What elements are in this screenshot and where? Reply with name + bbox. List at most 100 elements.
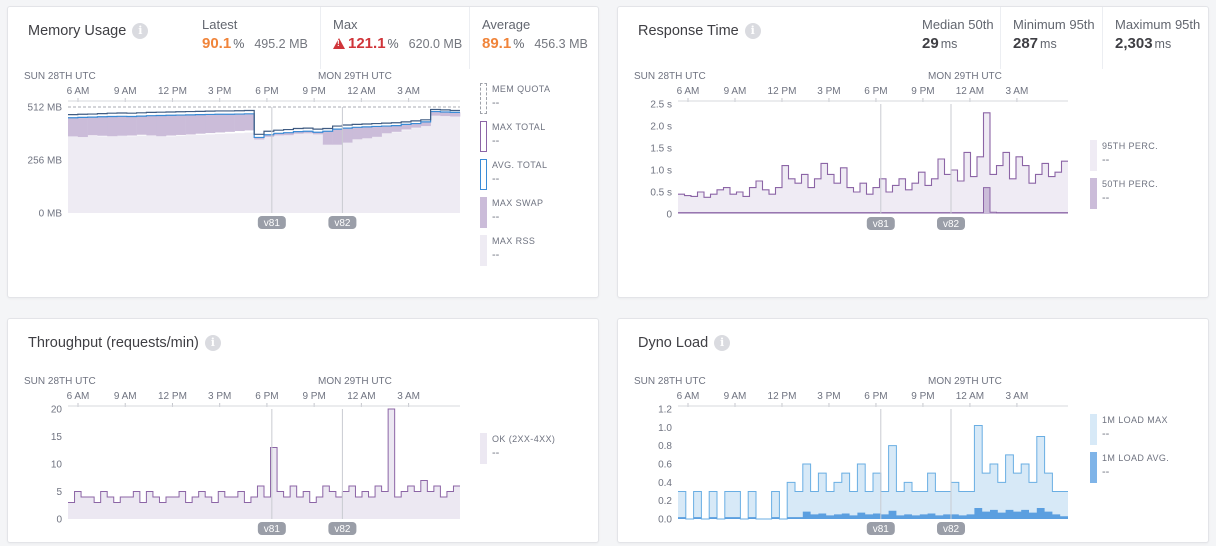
- legend-item[interactable]: MAX SWAP --: [480, 197, 550, 235]
- memory-usage-title: Memory Usage i: [28, 23, 149, 39]
- legend-item[interactable]: OK (2XX-4XX) --: [480, 433, 555, 471]
- average-value: 89.1: [482, 35, 512, 52]
- average-absolute: 456.3 MB: [534, 37, 588, 51]
- x-tick-label: 6 PM: [864, 86, 887, 97]
- swap-segment: [87, 117, 98, 136]
- legend-swatch: [1090, 452, 1097, 483]
- x-tick-label: 9 PM: [911, 86, 934, 97]
- y-tick-label: 0.8: [658, 441, 672, 452]
- y-tick-label: 5: [56, 487, 62, 498]
- x-tick-label: 3 PM: [817, 391, 840, 402]
- swap-segment: [77, 117, 88, 138]
- legend-name: MAX RSS: [492, 236, 536, 246]
- response-max95-stat: Maximum 95th 2,303 ms: [1102, 7, 1210, 69]
- swap-segment: [156, 115, 167, 137]
- day-label: SUN 28TH UTC: [634, 71, 706, 82]
- min95-unit: ms: [1040, 37, 1057, 51]
- swap-segment: [107, 116, 118, 137]
- swap-segment: [332, 129, 343, 145]
- day-label: MON 29TH UTC: [928, 71, 1002, 82]
- swap-segment: [342, 128, 353, 143]
- max95-unit: ms: [1154, 37, 1172, 51]
- release-badge: [328, 216, 357, 229]
- x-tick-label: 9 PM: [302, 86, 325, 97]
- warning-icon: [333, 38, 345, 49]
- info-icon[interactable]: i: [132, 23, 149, 39]
- legend-item[interactable]: MAX RSS --: [480, 235, 550, 273]
- max-absolute: 620.0 MB: [408, 37, 463, 51]
- x-tick-label: 12 AM: [347, 86, 375, 97]
- swap-segment: [205, 114, 216, 134]
- dyno-load-title: Dyno Load i: [638, 335, 731, 351]
- swap-segment: [185, 114, 196, 135]
- p50-line: [678, 187, 1068, 214]
- max95-label: Maximum 95th: [1115, 17, 1201, 32]
- swap-segment: [352, 127, 363, 140]
- swap-segment: [175, 115, 186, 135]
- legend-value: --: [1102, 192, 1110, 204]
- x-tick-label: 3 AM: [1006, 86, 1029, 97]
- x-tick-label: 12 AM: [956, 391, 984, 402]
- memory-chart[interactable]: SUN 28TH UTC MON 29TH UTC 6 AM 9 AM 12 PM 3 P…: [8, 7, 600, 299]
- release-label: v82: [943, 524, 960, 535]
- latest-unit: %: [233, 37, 245, 51]
- release-label: v81: [873, 524, 890, 535]
- swap-segment: [391, 125, 402, 132]
- response-time-panel: Response Time i Median 50th 29 ms Minimum …: [617, 6, 1209, 298]
- swap-segment: [146, 115, 157, 136]
- x-tick-label: 6 AM: [67, 86, 90, 97]
- day-label: MON 29TH UTC: [318, 376, 392, 387]
- info-icon[interactable]: i: [204, 335, 221, 351]
- legend-item[interactable]: 1M LOAD MAX --: [1090, 414, 1169, 452]
- swap-segment: [430, 111, 441, 116]
- response-time-chart[interactable]: SUN 28TH UTC MON 29TH UTC 6 AM 9 AM 12 PM 3 P…: [618, 7, 1210, 299]
- x-tick-label: 6 AM: [67, 391, 90, 402]
- legend-value: --: [1102, 428, 1110, 440]
- legend-item[interactable]: 1M LOAD AVG. --: [1090, 452, 1169, 490]
- dyno-load-chart[interactable]: SUN 28TH UTC MON 29TH UTC 6 AM 9 AM 12 PM 3 P…: [618, 319, 1210, 544]
- legend-value: --: [1102, 466, 1110, 478]
- legend-name: MAX TOTAL: [492, 122, 546, 132]
- legend-name: 1M LOAD AVG.: [1102, 453, 1170, 463]
- y-tick-label: 0.5 s: [650, 188, 672, 199]
- info-icon[interactable]: i: [744, 23, 761, 39]
- legend-item[interactable]: 50TH PERC. --: [1090, 178, 1158, 216]
- legend-name: 95TH PERC.: [1102, 141, 1159, 151]
- legend-value: --: [492, 135, 500, 147]
- legend-value: --: [492, 447, 500, 459]
- legend-name: AVG. TOTAL: [492, 160, 548, 170]
- legend-swatch: [480, 235, 487, 266]
- legend-item[interactable]: MAX TOTAL --: [480, 121, 550, 159]
- swap-segment: [97, 116, 108, 136]
- legend-item[interactable]: 95TH PERC. --: [1090, 140, 1158, 178]
- legend-swatch: [1090, 178, 1097, 209]
- memory-usage-panel: Memory Usage i Latest 90.1% 495.2 MB Max 1…: [7, 6, 599, 298]
- swap-segment: [293, 131, 304, 134]
- memory-title-text: Memory Usage: [28, 23, 127, 39]
- max95-value: 2,303: [1115, 35, 1153, 52]
- swap-segment: [126, 116, 137, 136]
- day-label: SUN 28TH UTC: [24, 71, 96, 82]
- x-tick-label: 12 PM: [768, 391, 797, 402]
- legend-value: --: [492, 249, 500, 261]
- max-label: Max: [333, 17, 358, 32]
- x-tick-label: 6 PM: [864, 391, 887, 402]
- legend-item[interactable]: AVG. TOTAL --: [480, 159, 550, 197]
- throughput-title: Throughput (requests/min) i: [28, 335, 221, 351]
- info-icon[interactable]: i: [714, 335, 731, 351]
- swap-segment: [117, 116, 128, 136]
- release-label: v81: [873, 219, 890, 230]
- legend-swatch: [480, 83, 487, 114]
- day-label: SUN 28TH UTC: [634, 376, 706, 387]
- p95-line: [678, 112, 1068, 198]
- throughput-chart[interactable]: SUN 28TH UTC MON 29TH UTC 6 AM 9 AM 12 PM 3 P…: [8, 319, 600, 544]
- legend-name: 1M LOAD MAX: [1102, 415, 1168, 425]
- x-tick-label: 9 AM: [724, 391, 747, 402]
- response-title-text: Response Time: [638, 23, 739, 39]
- latest-value: 90.1: [202, 35, 232, 52]
- legend-name: MAX SWAP: [492, 198, 544, 208]
- median-label: Median 50th: [922, 17, 994, 32]
- dyno-title-text: Dyno Load: [638, 335, 709, 351]
- legend-item[interactable]: MEM QUOTA --: [480, 83, 550, 121]
- y-tick-label: 2.0 s: [650, 122, 672, 133]
